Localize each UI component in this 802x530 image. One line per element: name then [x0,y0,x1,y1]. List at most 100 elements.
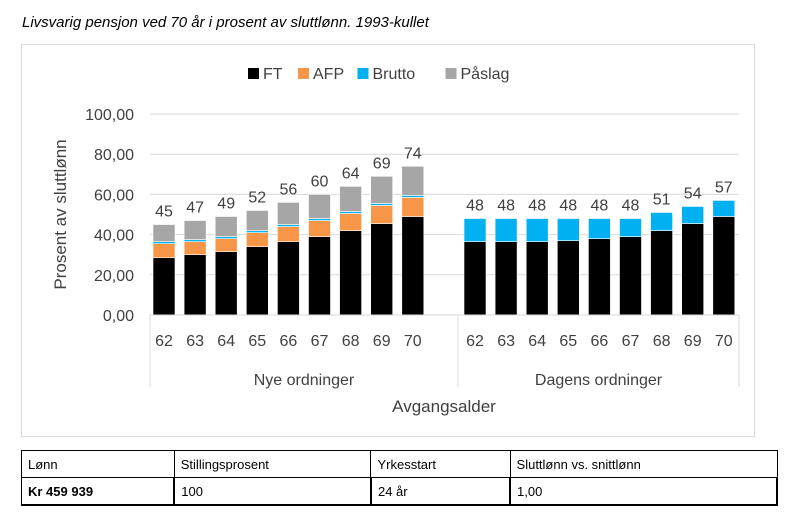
data-label: 48 [466,198,484,215]
legend-label: Påslag [461,65,510,83]
bar-segment-ft [588,238,611,316]
y-tick-label: 20,00 [94,268,134,285]
legend-label: FT [263,66,283,83]
info-header-cell: Stillingsprosent [173,450,372,478]
bar-segment-afp [152,243,176,259]
bar-segment-afp [370,205,394,224]
bar-segment-brutto [370,203,394,206]
y-tick-label: 100,00 [85,107,134,124]
data-label: 48 [497,198,515,215]
bar-segment-brutto [308,218,331,221]
bar-segment-afp [246,232,269,247]
bar-segment-brutto [525,218,549,242]
x-tick-label: 66 [591,333,609,350]
data-label: 49 [217,196,235,213]
bar-segment-afp [214,238,238,252]
x-axis-title: Avgangsalder [392,397,496,416]
info-header-row: Lønn Stillingsprosent Yrkesstart Sluttlø… [21,450,778,478]
bar-segment-ft [277,241,300,316]
bar-segment-brutto [681,206,705,224]
data-label: 57 [715,179,733,196]
bar-segment-brutto [183,239,207,242]
data-label: 48 [559,198,577,215]
bar-segment-brutto [556,218,580,241]
legend-label: Brutto [373,66,416,83]
x-tick-label: 65 [559,333,577,350]
info-value-cell: Kr 459 939 [21,477,176,506]
data-label: 52 [248,189,266,206]
legend-swatch [357,68,369,79]
bar-segment-påslag [277,202,300,225]
data-label: 51 [653,191,671,208]
bar-segment-påslag [370,176,394,204]
stacked-bar-chart: 0,00 20,00 40,00 60,00 80,00 100,00 Prosent av… [51,65,740,416]
legend-label: AFP [313,66,344,83]
bar-segment-brutto [401,195,425,198]
y-axis-title: Prosent av sluttlønn [51,139,70,289]
data-label: 56 [280,181,298,198]
bar-segment-påslag [308,194,331,219]
bar-segment-afp [401,197,425,217]
chart-title: Livsvarig pensjon ved 70 år i prosent av… [22,14,429,31]
x-tick-label: 67 [622,333,640,350]
x-tick-label: 67 [311,333,329,350]
data-label: 74 [404,145,422,162]
bar-segment-ft [214,251,238,316]
data-label: 69 [373,155,391,172]
info-table: Lønn Stillingsprosent Yrkesstart Sluttlø… [21,450,778,506]
info-header-cell: Sluttlønn vs. snittlønn [509,450,778,478]
data-label: 48 [528,198,546,215]
bar-segment-påslag [214,216,238,237]
bar-segment-brutto [152,241,176,244]
bar-segment-brutto [277,224,300,227]
bar-segment-brutto [339,211,362,214]
bar-segment-afp [183,241,207,255]
y-tick-label: 80,00 [94,147,134,164]
bar-segment-påslag [183,220,207,240]
data-label: 54 [684,185,702,202]
y-tick-label: 40,00 [94,228,134,245]
bar-segment-brutto [463,218,487,242]
bar-segment-brutto [494,218,518,242]
bar-segment-ft [183,254,207,316]
legend-swatch [445,68,457,79]
x-group-label: Dagens ordninger [535,372,663,389]
bar-segment-ft [681,223,705,316]
data-label: 60 [311,173,329,190]
data-label: 47 [186,200,204,217]
bar-segment-ft [463,241,487,316]
bar-segment-ft [556,240,580,316]
bar-segment-ft [619,236,642,316]
bar-segment-ft [339,230,362,316]
x-tick-label: 70 [715,333,733,350]
bar-segment-afp [339,213,362,231]
info-value-cell: 100 [173,477,372,506]
x-tick-label: 62 [155,333,173,350]
x-tick-label: 64 [528,333,546,350]
bar-segment-brutto [712,200,736,217]
x-tick-label: 70 [404,333,422,350]
x-tick-label: 69 [684,333,702,350]
x-tick-label: 69 [373,333,391,350]
data-label: 45 [155,204,173,221]
bar-segment-ft [525,241,549,316]
legend-swatch [248,68,259,79]
data-label: 64 [342,165,360,182]
bar-segment-påslag [246,210,269,231]
data-label: 48 [591,198,609,215]
x-tick-label: 68 [653,333,671,350]
x-tick-label: 62 [466,333,484,350]
bar-segment-brutto [650,212,673,231]
bar-segment-brutto [246,230,269,233]
bar-segment-ft [712,216,736,316]
bar-segment-brutto [588,218,611,239]
bar-segment-brutto [214,236,238,239]
info-header-cell: Lønn [21,450,175,478]
info-value-cell: 1,00 [509,477,778,506]
y-tick-label: 60,00 [94,187,134,204]
bar-segment-ft [246,246,269,316]
x-tick-label: 68 [342,333,360,350]
bar-segment-brutto [619,218,642,237]
legend-swatch [298,68,309,79]
data-label: 48 [622,198,640,215]
